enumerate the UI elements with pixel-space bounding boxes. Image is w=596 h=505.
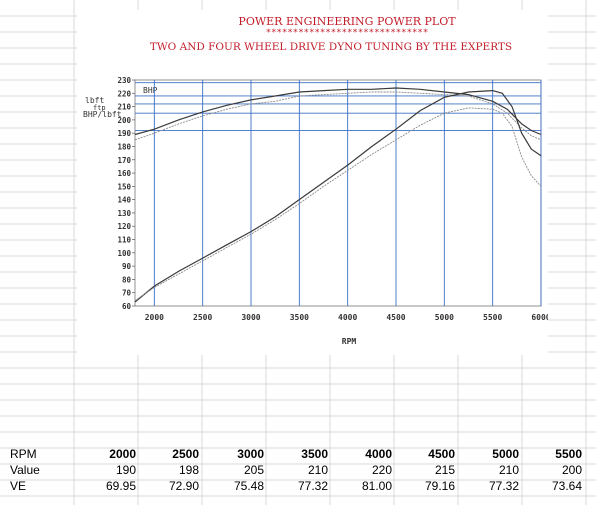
bhp-series-label: BHP xyxy=(143,86,158,95)
y-tick-label: 60 xyxy=(122,302,132,311)
x-axis-label: RPM xyxy=(342,337,357,346)
y-tick-label: 230 xyxy=(117,76,131,85)
x-tick-label: 2000 xyxy=(145,313,164,322)
y-tick-label: 90 xyxy=(122,262,132,271)
y-axis-label-lbft: lbft xyxy=(85,96,104,105)
x-tick-label: 5500 xyxy=(483,313,502,322)
y-tick-label: 100 xyxy=(117,249,131,258)
y-tick-label: 180 xyxy=(117,142,131,151)
x-tick-label: 4000 xyxy=(338,313,357,322)
y-tick-label: 70 xyxy=(122,289,132,298)
x-tick-label: 2500 xyxy=(193,313,212,322)
x-tick-label: 4500 xyxy=(386,313,405,322)
y-tick-label: 80 xyxy=(122,275,132,284)
y-tick-label: 120 xyxy=(117,222,131,231)
series-line-4 xyxy=(134,107,542,302)
y-axis-label-ftp: ftp xyxy=(93,104,106,112)
x-tick-label: 3000 xyxy=(241,313,260,322)
y-tick-label: 150 xyxy=(117,182,131,191)
y-tick-label: 130 xyxy=(117,209,131,218)
chart-title-stars: ****************************** xyxy=(266,28,429,38)
dyno-chart-panel: POWER ENGINEERING POWER PLOT ***********… xyxy=(77,10,548,355)
dyno-chart: POWER ENGINEERING POWER PLOT ***********… xyxy=(83,15,548,346)
x-tick-label: 6000 xyxy=(531,313,548,322)
y-tick-label: 220 xyxy=(117,89,131,98)
chart-subtitle: TWO AND FOUR WHEEL DRIVE DYNO TUNING BY … xyxy=(150,41,512,53)
x-tick-label: 5000 xyxy=(435,313,454,322)
x-tick-label: 3500 xyxy=(290,313,309,322)
y-tick-label: 210 xyxy=(117,103,131,112)
y-tick-label: 110 xyxy=(117,236,131,245)
y-tick-label: 160 xyxy=(117,169,131,178)
series-line-3 xyxy=(134,89,542,303)
series-line-1 xyxy=(134,87,542,136)
y-tick-label: 200 xyxy=(117,116,131,125)
y-tick-label: 140 xyxy=(117,196,131,205)
y-tick-label: 190 xyxy=(117,129,131,138)
series-line-2 xyxy=(134,91,542,141)
y-tick-label: 170 xyxy=(117,156,131,165)
y-axis-label-bhp-lbft: BHP/lbft xyxy=(83,110,122,119)
chart-title: POWER ENGINEERING POWER PLOT xyxy=(238,15,456,28)
